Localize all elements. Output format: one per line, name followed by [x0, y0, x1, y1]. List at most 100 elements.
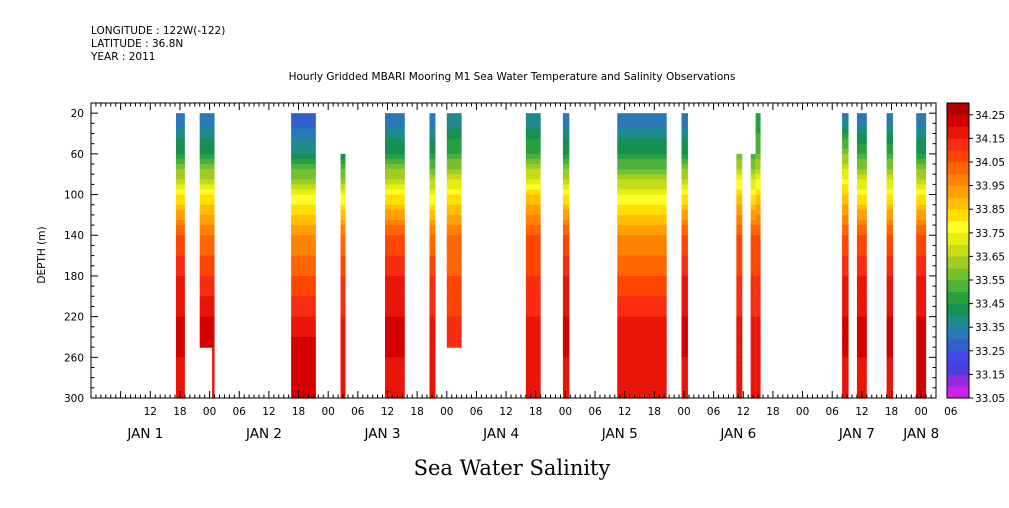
salinity-cell — [385, 255, 405, 262]
salinity-cell — [525, 118, 541, 124]
salinity-cell — [429, 286, 436, 292]
salinity-cell — [446, 118, 462, 124]
data-column-5 — [385, 113, 405, 399]
salinity-cell — [916, 204, 927, 211]
salinity-cell — [562, 296, 570, 302]
colorbar-label: 33.65 — [975, 251, 1005, 263]
salinity-cell — [842, 347, 849, 353]
salinity-cell — [856, 342, 867, 348]
salinity-cell — [340, 169, 346, 175]
salinity-cell — [886, 118, 893, 124]
salinity-cell — [562, 128, 570, 135]
salinity-cell — [429, 153, 436, 160]
salinity-cell — [916, 377, 927, 384]
salinity-cell — [175, 189, 185, 196]
salinity-cell — [175, 265, 185, 272]
salinity-cell — [175, 204, 185, 211]
salinity-cell — [175, 331, 185, 338]
salinity-cell — [916, 255, 927, 262]
salinity-cell — [175, 113, 185, 119]
salinity-cell — [736, 362, 743, 369]
salinity-cell — [916, 164, 927, 170]
salinity-cell — [886, 204, 893, 211]
salinity-cell — [617, 382, 667, 389]
salinity-cell — [916, 169, 927, 175]
salinity-cell — [886, 113, 893, 119]
salinity-cell — [429, 372, 436, 379]
salinity-cell — [175, 240, 185, 247]
salinity-cell — [755, 326, 761, 333]
salinity-cell — [562, 392, 570, 399]
colorbar-swatch — [947, 162, 969, 175]
salinity-cell — [736, 255, 743, 262]
salinity-cell — [525, 153, 541, 160]
salinity-cell — [340, 209, 346, 216]
salinity-cell — [340, 387, 346, 394]
salinity-cell — [886, 286, 893, 292]
salinity-cell — [755, 286, 761, 292]
salinity-cell — [429, 336, 436, 343]
salinity-cell — [525, 209, 541, 216]
salinity-cell — [429, 123, 436, 130]
salinity-cell — [525, 143, 541, 150]
salinity-cell — [755, 118, 761, 124]
salinity-cell — [916, 189, 927, 196]
x-tick-label: 00 — [559, 406, 572, 418]
salinity-cell — [681, 311, 688, 318]
salinity-cell — [856, 194, 867, 201]
salinity-cell — [562, 367, 570, 374]
salinity-cell — [291, 281, 316, 287]
salinity-cell — [736, 204, 743, 211]
salinity-cell — [886, 230, 893, 236]
salinity-cell — [856, 321, 867, 328]
salinity-cell — [886, 336, 893, 343]
x-tick-label: 18 — [766, 406, 779, 418]
salinity-cell — [446, 143, 462, 150]
x-day-label: JAN 4 — [482, 426, 519, 442]
salinity-cell — [886, 321, 893, 328]
salinity-cell — [681, 245, 688, 252]
salinity-cell — [199, 250, 215, 257]
salinity-cell — [446, 138, 462, 145]
salinity-cell — [916, 230, 927, 236]
salinity-cell — [856, 265, 867, 272]
salinity-cell — [429, 240, 436, 247]
salinity-cell — [385, 123, 405, 130]
salinity-cell — [886, 179, 893, 185]
salinity-cell — [755, 347, 761, 353]
salinity-cell — [916, 367, 927, 374]
salinity-cell — [736, 230, 743, 236]
salinity-cell — [856, 225, 867, 231]
salinity-cell — [736, 377, 743, 384]
salinity-cell — [385, 367, 405, 374]
salinity-cell — [755, 306, 761, 313]
salinity-cell — [886, 133, 893, 140]
salinity-cell — [175, 225, 185, 231]
salinity-cell — [681, 387, 688, 394]
salinity-cell — [856, 138, 867, 145]
salinity-cell — [291, 133, 316, 140]
salinity-cell — [525, 270, 541, 277]
salinity-cell — [291, 158, 316, 165]
salinity-cell — [429, 311, 436, 318]
salinity-cell — [681, 347, 688, 353]
salinity-cell — [617, 342, 667, 348]
salinity-cell — [755, 270, 761, 277]
x-tick-label: 06 — [826, 406, 840, 418]
salinity-cell — [340, 331, 346, 338]
salinity-cell — [291, 123, 316, 130]
x-tick-label: 18 — [292, 406, 305, 418]
salinity-cell — [916, 194, 927, 201]
salinity-cell — [886, 347, 893, 353]
salinity-cell — [856, 184, 867, 191]
salinity-cell — [681, 326, 688, 333]
data-column-16 — [856, 113, 867, 399]
salinity-cell — [525, 138, 541, 145]
salinity-cell — [199, 270, 215, 277]
salinity-cell — [750, 306, 756, 313]
salinity-cell — [340, 250, 346, 257]
salinity-cell — [340, 240, 346, 247]
salinity-cell — [856, 311, 867, 318]
salinity-cell — [755, 143, 761, 150]
x-tick-label: 12 — [737, 406, 750, 418]
